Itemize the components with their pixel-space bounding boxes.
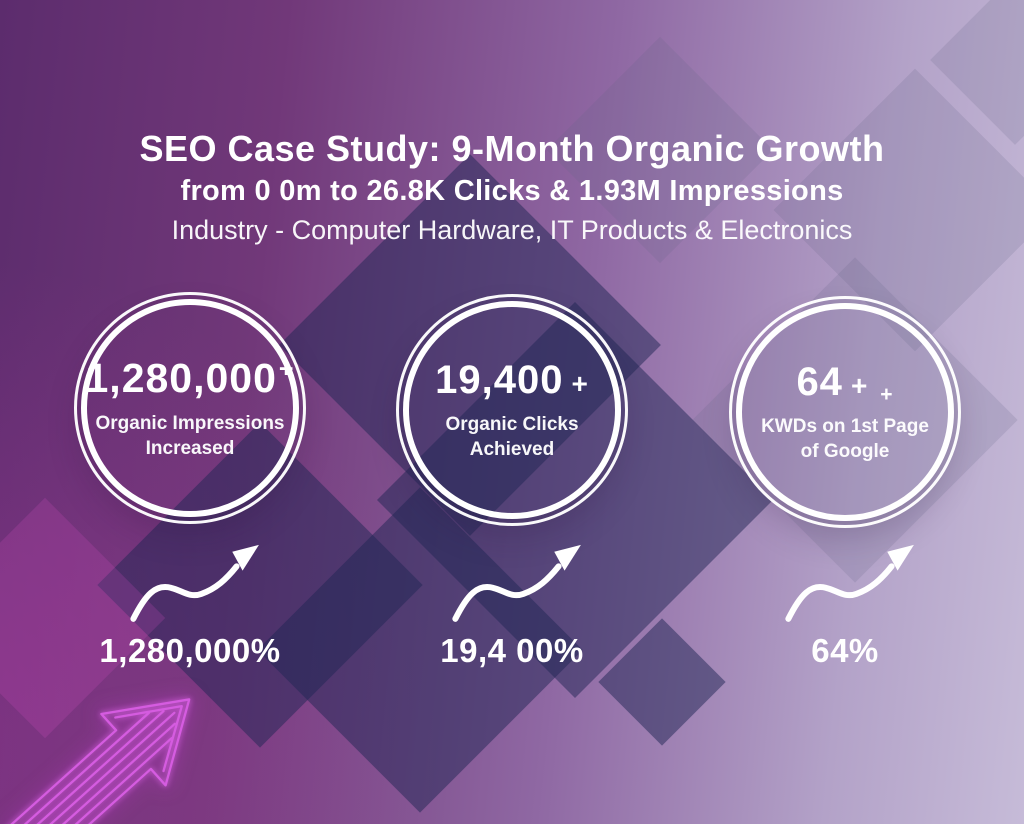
stat-circle-clicks: 19,400 + Organic Clicks Achieved — [390, 288, 634, 532]
stat-label: KWDs on 1st Page of Google — [761, 415, 929, 464]
plus-suffix: + — [278, 354, 295, 383]
plus-suffix: + — [850, 369, 869, 401]
stat-content: 19,400 + Organic Clicks Achieved — [390, 288, 634, 532]
plus-suffix-extra: + — [880, 382, 894, 406]
stat-content: 1,280,000+ Organic Impressions Increased — [68, 286, 312, 530]
stat-label-line1: KWDs on 1st Page — [761, 415, 929, 437]
stat-label-line2: of Google — [800, 440, 890, 462]
growth-percent: 64% — [811, 632, 879, 669]
stat-content: 64 + + KWDs on 1st Page of Google — [723, 290, 967, 534]
growth-block-keywords: 64% — [723, 538, 967, 670]
stat-label-line2: Increased — [145, 437, 235, 459]
circle-ring — [729, 296, 961, 528]
stat-number: 64 — [796, 359, 843, 404]
plus-suffix: + — [571, 367, 589, 399]
stat-number: 19,400 — [435, 357, 564, 402]
stat-label: Organic Impressions Increased — [95, 412, 284, 461]
neon-up-right-arrow-icon — [0, 698, 191, 824]
industry-line: Industry - Computer Hardware, IT Product… — [171, 215, 853, 245]
stat-circle-impressions: 1,280,000+ Organic Impressions Increased — [68, 286, 312, 530]
header: SEO Case Study: 9-Month Organic Growth f… — [0, 128, 1024, 246]
growth-block-clicks: 19,4 00% — [390, 538, 634, 670]
stat-label: Organic Clicks Achieved — [445, 413, 578, 462]
trend-up-arrow-icon — [130, 544, 259, 622]
stat-value: 64 + + — [796, 359, 894, 406]
page-title: SEO Case Study: 9-Month Organic Growth — [139, 128, 885, 169]
stat-label-line2: Achieved — [469, 438, 555, 460]
stat-value: 1,280,000+ — [86, 355, 295, 402]
stat-label-line1: Organic Clicks — [445, 413, 579, 435]
stat-number: 1,280,000 — [85, 354, 277, 401]
growth-percent: 1,280,000% — [99, 632, 281, 669]
trend-up-arrow-icon — [785, 544, 914, 622]
page-subtitle: from 0 0m to 26.8K Clicks & 1.93M Impres… — [180, 175, 844, 207]
trend-up-arrow-icon — [452, 544, 581, 622]
growth-percent: 19,4 00% — [440, 632, 584, 669]
stat-circle-keywords: 64 + + KWDs on 1st Page of Google — [723, 290, 967, 534]
circle-ring — [74, 292, 306, 524]
stat-value: 19,400 + — [435, 358, 589, 403]
stat-label-line1: Organic Impressions — [95, 412, 285, 434]
growth-block-impressions: 1,280,000% — [68, 538, 312, 670]
circle-ring — [396, 294, 628, 526]
